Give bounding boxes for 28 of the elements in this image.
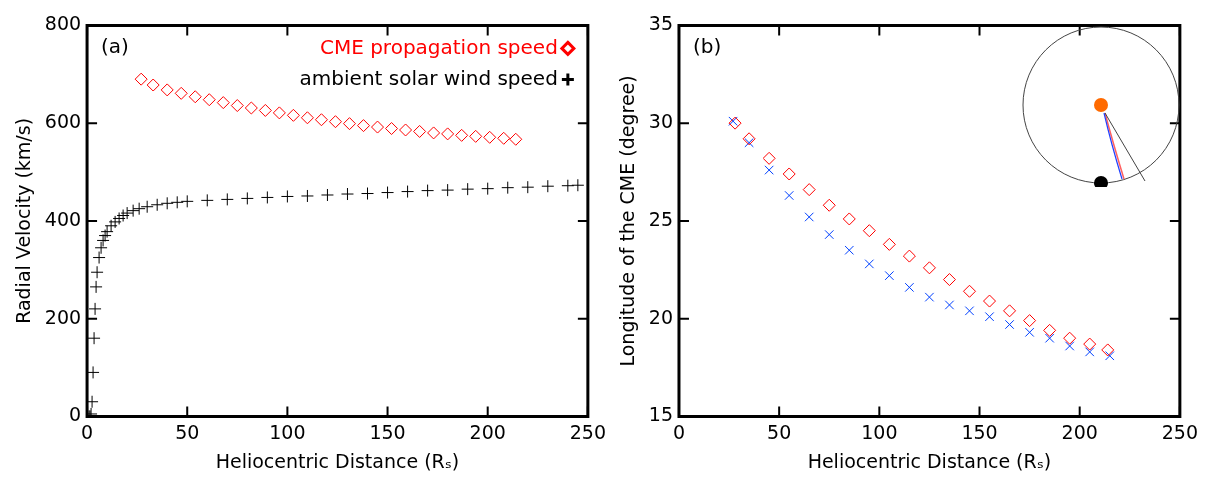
y-tick-label: 30 xyxy=(648,110,673,133)
x-axis-title: Heliocentric Distance (Rₛ) xyxy=(807,449,1052,472)
annotation: (b) xyxy=(692,33,722,58)
y-tick-label: 400 xyxy=(44,207,82,230)
y-tick-label: 200 xyxy=(44,305,82,328)
y-tick-label: 35 xyxy=(648,12,673,35)
x-tick-label: 200 xyxy=(1061,420,1098,443)
y-tick-label: 20 xyxy=(648,305,673,328)
y-tick-label: 25 xyxy=(648,207,673,230)
x-tick-label: 150 xyxy=(369,420,406,443)
y-tick-label: 15 xyxy=(648,403,673,426)
y-tick-label: 600 xyxy=(44,110,82,133)
annotation: (a) xyxy=(101,33,129,58)
legend-label: ambient solar wind speed xyxy=(299,65,558,90)
y-axis-title: Radial Velocity (km/s) xyxy=(12,117,35,324)
x-tick-label: 150 xyxy=(961,420,998,443)
y-tick-label: 800 xyxy=(44,12,82,35)
x-tick-label: 50 xyxy=(175,420,200,443)
x-tick-label: 250 xyxy=(1161,420,1198,443)
y-axis-title: Longitude of the CME (degree) xyxy=(616,75,639,367)
legend-label: CME propagation speed xyxy=(319,34,558,59)
x-tick-label: 200 xyxy=(469,420,506,443)
x-axis-title: Heliocentric Distance (Rₛ) xyxy=(215,449,460,472)
y-tick-label: 0 xyxy=(68,403,82,426)
x-tick-label: 100 xyxy=(861,420,898,443)
x-tick-label: 100 xyxy=(269,420,306,443)
x-tick-label: 50 xyxy=(767,420,792,443)
x-tick-label: 250 xyxy=(569,420,606,443)
